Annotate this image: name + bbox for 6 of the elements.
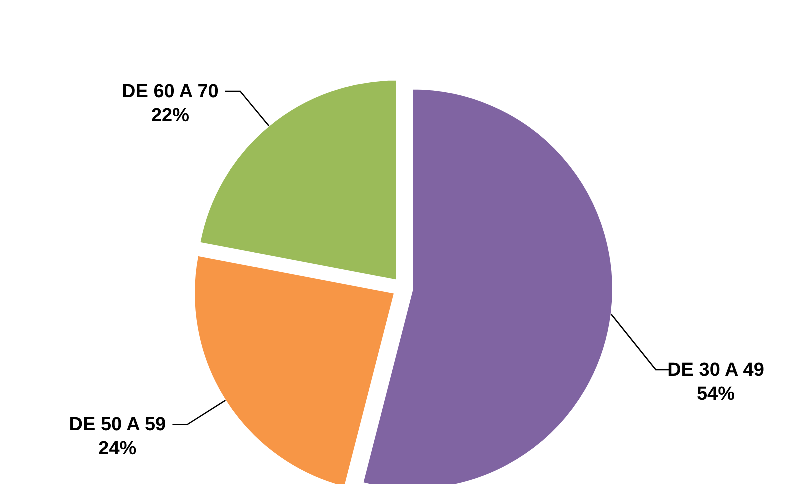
slice-label: DE 50 A 59: [69, 414, 166, 436]
data-label: 24%: [98, 438, 137, 460]
data-label: 22%: [151, 106, 190, 127]
slice-label: DE 60 A 70: [122, 82, 219, 103]
data-label: 54%: [696, 384, 736, 405]
slice-label: DE 30 A 49: [668, 360, 764, 381]
